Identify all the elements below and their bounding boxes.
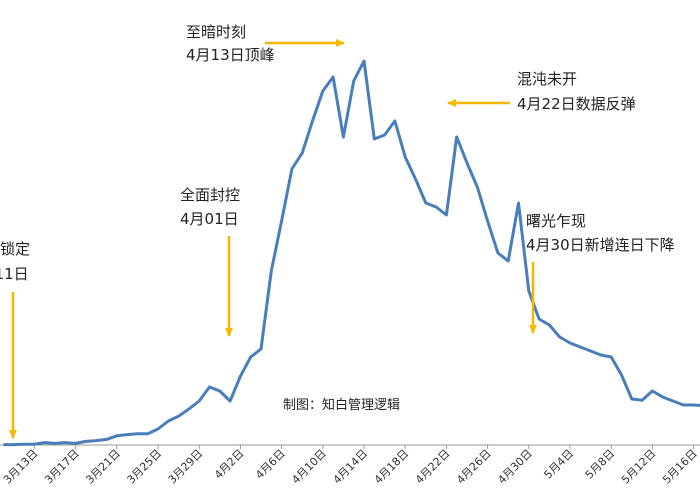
x-tick-label: 5月8日 — [583, 447, 618, 482]
x-tick-label: 4月30日 — [495, 447, 535, 487]
x-tick-label: 3月13日 — [1, 447, 41, 487]
x-tick-label: 4月26日 — [454, 447, 494, 487]
x-tick-label: 4月6日 — [253, 447, 288, 482]
annotation-line1: 口头锁定 — [0, 240, 30, 258]
x-tick-label: 5月12日 — [619, 447, 659, 487]
x-tick-label: 3月21日 — [83, 447, 123, 487]
annotation-line2: 4月30日新增连日下降 — [526, 236, 675, 254]
annotation-line2: 3月11日 — [0, 265, 29, 283]
annotation-line2: 4月01日 — [180, 210, 239, 228]
series-line — [3, 59, 700, 447]
x-tick-label: 5月4日 — [541, 447, 576, 482]
annotation-line1: 至暗时刻 — [186, 23, 246, 41]
x-tick-label: 4月14日 — [331, 447, 371, 487]
credit-text: 制图：知白管理逻辑 — [283, 397, 400, 413]
x-tick-label: 3月25日 — [125, 447, 165, 487]
x-tick-label: 4月10日 — [289, 447, 329, 487]
annotation-line2: 4月22日数据反弹 — [517, 95, 636, 113]
annotation-line1: 混沌未开 — [517, 70, 577, 88]
x-tick-label: 4月18日 — [372, 447, 412, 487]
x-tick-label: 4月2日 — [212, 447, 247, 482]
x-tick-label: 3月17日 — [42, 447, 82, 487]
x-ticks: 3月13日 3月17日 3月21日 3月25日 3月29日 4月2日 4月6日 4月10日 4月… — [1, 445, 700, 487]
annotation-line1: 全面封控 — [180, 186, 240, 204]
annotation-line2: 4月13日顶峰 — [186, 46, 275, 64]
annotation-line1: 曙光乍现 — [526, 212, 586, 230]
annotation-arrows — [9, 39, 537, 439]
x-tick-label: 3月29日 — [166, 447, 206, 487]
x-tick-label: 5月16日 — [660, 447, 700, 487]
x-tick-label: 4月22日 — [413, 447, 453, 487]
